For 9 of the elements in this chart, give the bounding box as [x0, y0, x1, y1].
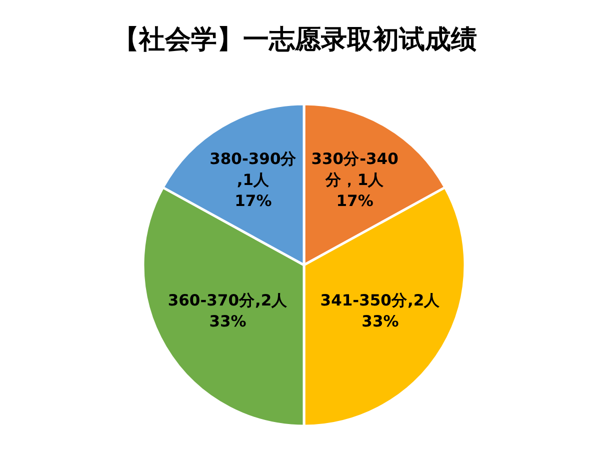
slice-label: 360-370分,2人 — [168, 292, 289, 310]
data-label: 33% — [209, 312, 247, 331]
data-label: 17% — [336, 192, 374, 210]
slice-label: 330分-340分，1人 — [311, 150, 399, 190]
slice-label: 341-350分,2人 — [320, 292, 442, 310]
slice-label: 380-390分,1人 — [210, 150, 298, 190]
data-label: 33% — [362, 312, 400, 331]
chart-title: 【社会学】一志愿录取初试成绩 — [113, 25, 477, 55]
data-label: 17% — [234, 192, 272, 210]
